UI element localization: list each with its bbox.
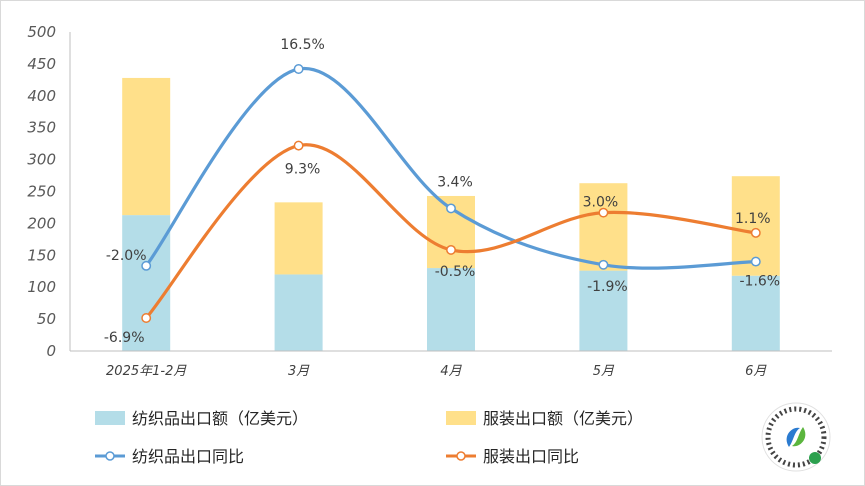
y-axis: 0 50 100 150 200 250 300 350 400 450 500 xyxy=(27,23,71,360)
bar-textile-export xyxy=(274,274,323,351)
y-tick-label: 450 xyxy=(27,55,56,73)
x-tick-label: 4月 xyxy=(440,364,462,379)
qr-logo-leaf-blue xyxy=(786,427,800,447)
data-label-textile-yoy: -1.6% xyxy=(739,274,780,290)
data-label-garment-yoy: -0.5% xyxy=(435,264,476,280)
y-tick-label: 50 xyxy=(37,310,56,328)
point-textile-yoy xyxy=(293,64,304,74)
legend-marker-garment-yoy xyxy=(456,451,466,461)
qr-logo-leaf-green xyxy=(792,427,806,447)
point-garment-yoy xyxy=(446,244,456,255)
data-label-garment-yoy: -6.9% xyxy=(104,330,145,346)
bar-textile-export xyxy=(579,270,628,351)
legend-swatch-textile-export xyxy=(95,411,125,425)
x-tick-label: 5月 xyxy=(593,364,615,379)
legend-label-garment-export: 服装出口额（亿美元） xyxy=(483,409,643,428)
point-textile-yoy xyxy=(141,260,152,271)
legend-swatch-garment-export xyxy=(446,411,476,425)
bar-garment-export xyxy=(122,77,171,216)
bar-textile-export xyxy=(731,275,780,351)
data-label-garment-yoy: 1.1% xyxy=(735,211,771,227)
legend-marker-textile-yoy xyxy=(105,451,115,461)
bar-garment-export xyxy=(579,183,628,271)
y-tick-label: 200 xyxy=(27,214,56,232)
data-label-textile-yoy: 16.5% xyxy=(280,37,324,53)
bar-textile-export xyxy=(122,215,171,351)
bar-textile-export xyxy=(427,268,475,351)
data-label-garment-yoy: 3.0% xyxy=(583,195,619,211)
bars xyxy=(122,77,780,351)
qr-logo-badge xyxy=(809,452,821,464)
point-garment-yoy xyxy=(141,313,152,323)
data-label-textile-yoy: -1.9% xyxy=(587,279,628,295)
legend-label-garment-yoy: 服装出口同比 xyxy=(483,447,579,466)
data-label-garment-yoy: 9.3% xyxy=(285,162,321,178)
qr-logo xyxy=(761,402,831,472)
x-tick-label: 2025年1-2月 xyxy=(106,364,187,379)
y-tick-label: 150 xyxy=(27,246,56,264)
point-garment-yoy xyxy=(293,140,304,151)
line-textile-yoy xyxy=(144,67,758,270)
x-axis: 2025年1-2月 3月 4月 5月 6月 xyxy=(70,350,832,379)
x-tick-label: 6月 xyxy=(745,364,767,379)
y-tick-label: 350 xyxy=(27,119,56,137)
point-textile-yoy xyxy=(598,259,609,270)
x-tick-label: 3月 xyxy=(288,364,310,379)
point-garment-yoy xyxy=(750,227,761,238)
y-tick-label: 100 xyxy=(27,278,56,296)
data-labels: -2.0% 16.5% 3.4% -1.9% -1.6% -6.9% 9.3% -0.5% 3.… xyxy=(104,37,780,346)
legend: 纺织品出口额（亿美元） 服装出口额（亿美元） 纺织品出口同比 服装出口同比 xyxy=(95,409,643,466)
data-label-textile-yoy: 3.4% xyxy=(437,174,473,190)
bar-garment-export xyxy=(274,202,323,275)
y-tick-label: 300 xyxy=(27,151,56,169)
point-garment-yoy xyxy=(598,207,609,218)
y-tick-label: 0 xyxy=(46,342,56,360)
data-label-textile-yoy: -2.0% xyxy=(106,248,147,264)
line-garment-yoy xyxy=(144,143,758,320)
lines xyxy=(141,64,761,323)
qr-logo-center xyxy=(782,423,810,451)
y-tick-label: 400 xyxy=(27,87,56,105)
qr-logo-ring xyxy=(765,406,827,468)
point-textile-yoy xyxy=(750,256,761,267)
point-textile-yoy xyxy=(446,203,456,214)
y-tick-label: 500 xyxy=(27,23,56,41)
legend-label-textile-export: 纺织品出口额（亿美元） xyxy=(132,409,308,428)
legend-label-textile-yoy: 纺织品出口同比 xyxy=(132,447,244,466)
y-tick-label: 250 xyxy=(27,183,56,201)
